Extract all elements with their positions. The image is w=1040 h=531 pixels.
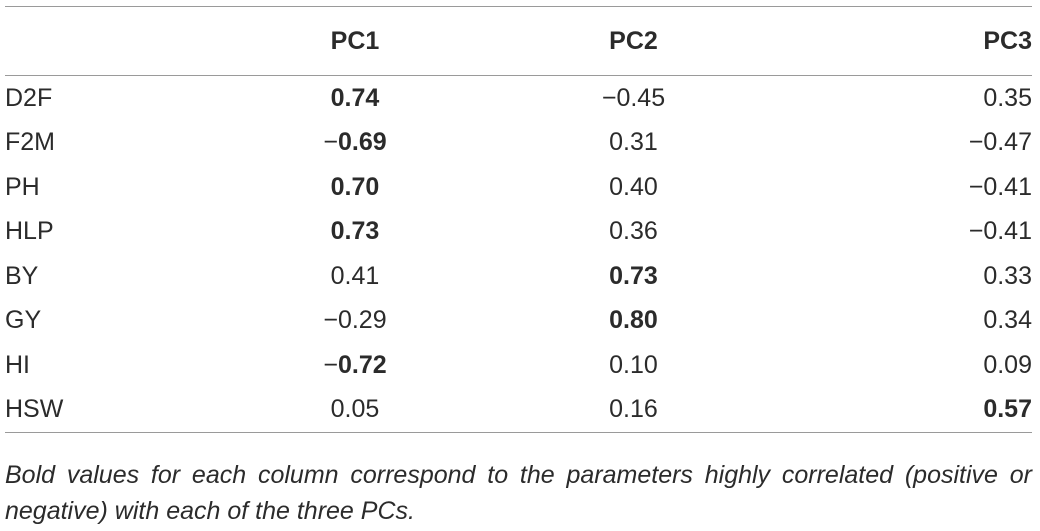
- minus-sign: −: [323, 128, 338, 157]
- value-cell-pc1: 0.73: [235, 210, 475, 255]
- value-cell-pc2: 0.16: [609, 395, 658, 424]
- table-body: D2F 0.74 −0.45 0.35 F2M −0.69 0.31 −0.47 PH 0.70 0…: [5, 76, 1032, 433]
- table-row: D2F 0.74 −0.45 0.35: [5, 76, 1032, 121]
- table-row: PH 0.70 0.40 −0.41: [5, 165, 1032, 210]
- bold-value: 0.73: [609, 261, 658, 290]
- value-cell-pc2: 0.31: [609, 128, 658, 157]
- table-row: BY 0.41 0.73 0.33: [5, 254, 1032, 299]
- bold-value: 0.70: [330, 172, 380, 201]
- value-cell-pc1: 0.74: [235, 76, 475, 121]
- bold-value: 0.72: [337, 350, 387, 379]
- value-cell-pc2: 0.73: [475, 254, 792, 299]
- row-label-cell: D2F: [5, 83, 53, 112]
- value-cell-pc2: −0.45: [601, 83, 666, 112]
- bold-value: 0.73: [330, 217, 380, 246]
- header-cell-pc3: PC3: [983, 26, 1032, 55]
- value-cell-pc1: 0.05: [330, 395, 380, 424]
- value-cell-pc3: 0.09: [983, 350, 1032, 379]
- header-cell-pc1: PC1: [330, 26, 380, 55]
- value-cell-pc3: 0.34: [983, 306, 1032, 335]
- header-row: PC1 PC2 PC3: [5, 6, 1032, 76]
- table-caption: Bold values for each column correspond t…: [5, 461, 1032, 525]
- table-row: HI −0.72 0.10 0.09: [5, 343, 1032, 388]
- pc-loadings-table: PC1 PC2 PC3 D2F 0.74 −0.45 0.35 F2M −0.69 0.31…: [5, 6, 1032, 433]
- header-cell-label: [5, 7, 235, 76]
- bold-value: 0.74: [330, 83, 380, 112]
- header-cell-pc2: PC2: [609, 26, 658, 55]
- table-row: HSW 0.05 0.16 0.57: [5, 388, 1032, 433]
- row-label-cell: F2M: [5, 128, 55, 157]
- value-cell-pc1: −0.72: [235, 343, 475, 388]
- row-label-cell: HLP: [5, 217, 54, 246]
- value-cell-pc3: 0.33: [983, 261, 1032, 290]
- table-header: PC1 PC2 PC3: [5, 6, 1032, 76]
- bold-value: 0.57: [983, 395, 1032, 424]
- value-cell-pc2: 0.80: [475, 299, 792, 344]
- value-cell-pc1: −0.69: [235, 121, 475, 166]
- table-row: HLP 0.73 0.36 −0.41: [5, 210, 1032, 255]
- value-cell-pc3: −0.47: [968, 128, 1032, 157]
- row-label-cell: GY: [5, 306, 42, 335]
- value-cell-pc2: 0.10: [609, 350, 658, 379]
- row-label-cell: BY: [5, 261, 39, 290]
- row-label-cell: PH: [5, 172, 40, 201]
- value-cell-pc3: −0.41: [968, 172, 1032, 201]
- bold-value: 0.69: [337, 128, 387, 157]
- value-cell-pc3: 0.57: [792, 388, 1032, 433]
- loadings-table-container: PC1 PC2 PC3 D2F 0.74 −0.45 0.35 F2M −0.69 0.31…: [5, 6, 1032, 433]
- value-cell-pc3: −0.41: [968, 217, 1032, 246]
- value-cell-pc3: 0.35: [983, 83, 1032, 112]
- row-label-cell: HI: [5, 350, 30, 379]
- value-cell-pc2: 0.36: [609, 217, 658, 246]
- value-cell-pc1: 0.41: [330, 261, 380, 290]
- table-row: F2M −0.69 0.31 −0.47: [5, 121, 1032, 166]
- value-cell-pc1: −0.29: [323, 306, 387, 335]
- minus-sign: −: [323, 350, 338, 379]
- table-row: GY −0.29 0.80 0.34: [5, 299, 1032, 344]
- row-label-cell: HSW: [5, 395, 64, 424]
- value-cell-pc1: 0.70: [235, 165, 475, 210]
- bold-value: 0.80: [609, 306, 658, 335]
- value-cell-pc2: 0.40: [609, 172, 658, 201]
